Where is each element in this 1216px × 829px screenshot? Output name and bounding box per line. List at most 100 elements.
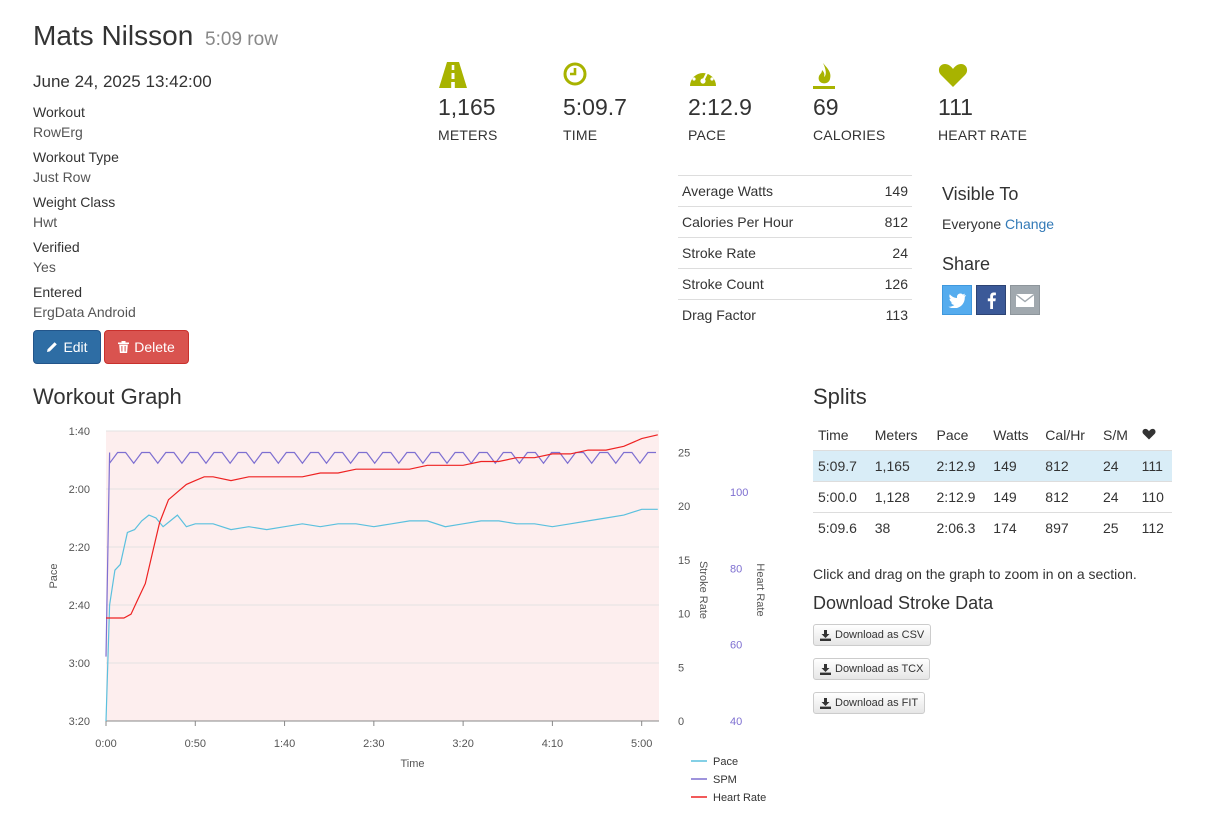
- facebook-share-button[interactable]: [976, 285, 1006, 315]
- stat-meters: 1,165 METERS: [438, 62, 558, 143]
- heart-rate-tick-label: 60: [730, 640, 742, 652]
- stroke-rate-tick-label: 5: [678, 662, 684, 674]
- download-tcx-label: Download as TCX: [835, 663, 924, 675]
- download-icon: [820, 629, 831, 641]
- split-cell: 812: [1045, 457, 1069, 474]
- split-cell: 112: [1141, 519, 1164, 536]
- visibility-label: Everyone: [942, 216, 1002, 232]
- workout-graph-heading: Workout Graph: [33, 384, 182, 409]
- share-heading: Share: [942, 254, 991, 274]
- workout-graph[interactable]: 1:40 2:00 2:20 2:40 3:00 3:20 0:00 0:50 1:40 2:30…: [30, 416, 790, 816]
- envelope-icon: [1016, 293, 1034, 307]
- pencil-icon: [47, 342, 58, 352]
- x-tick-label: 1:40: [274, 738, 295, 750]
- trash-icon: [118, 341, 130, 353]
- heart-rate-tick-label: 100: [730, 487, 748, 499]
- detail-entered: Entered ErgData Android: [33, 284, 333, 329]
- stat-value: 2:12.9: [688, 94, 752, 120]
- workout-subtitle: 5:09 row: [205, 29, 278, 50]
- stat-label: PACE: [688, 127, 726, 143]
- splits-heading: Splits: [813, 384, 867, 409]
- stat-value: 1,165: [438, 94, 496, 120]
- metric-value: 812: [884, 214, 908, 230]
- change-visibility-link[interactable]: Change: [1005, 216, 1055, 232]
- delete-label: Delete: [134, 339, 175, 355]
- metric-value: 149: [884, 183, 908, 199]
- fire-icon: [813, 62, 933, 90]
- email-share-button[interactable]: [1010, 285, 1040, 315]
- download-fit-label: Download as FIT: [835, 697, 919, 709]
- plot-background: [106, 431, 659, 721]
- metric-label: Calories Per Hour: [682, 214, 794, 230]
- stroke-rate-tick-label: 10: [678, 609, 690, 621]
- split-cell: 897: [1045, 519, 1069, 536]
- splits-header-row: Time Meters Pace Watts Cal/Hr S/M: [813, 420, 1172, 450]
- detail-value: RowErg: [33, 124, 83, 140]
- athlete-name: Mats Nilsson: [33, 20, 194, 51]
- edit-label: Edit: [63, 339, 88, 355]
- pace-tick-label: 3:20: [69, 716, 90, 728]
- split-cell: 111: [1141, 457, 1163, 474]
- stroke-rate-tick-label: 20: [678, 501, 690, 513]
- split-cell: 1,165: [874, 457, 910, 474]
- stroke-rate-axis-title: Stroke Rate: [697, 561, 709, 619]
- twitter-icon: [948, 292, 966, 308]
- stat-value: 5:09.7: [563, 94, 627, 120]
- x-axis-title: Time: [400, 758, 424, 770]
- visibility-value: Everyone Change: [942, 216, 1054, 232]
- heart-icon: [938, 62, 1058, 90]
- stat-heart-rate: 111 HEART RATE: [938, 62, 1058, 143]
- legend-label: SPM: [713, 774, 737, 786]
- metric-row: Average Watts 149: [678, 175, 912, 206]
- split-cell: 24: [1103, 488, 1119, 505]
- pace-tick-label: 2:20: [69, 542, 90, 554]
- stat-label: CALORIES: [813, 127, 886, 143]
- edit-button[interactable]: Edit: [33, 330, 101, 364]
- twitter-share-button[interactable]: [942, 285, 972, 315]
- download-heading: Download Stroke Data: [813, 593, 994, 613]
- split-cell: 2:12.9: [936, 488, 976, 505]
- x-tick-label: 0:00: [95, 738, 116, 750]
- series-line-heart-rate: [106, 434, 658, 619]
- download-csv-button[interactable]: Download as CSV: [813, 624, 932, 646]
- delete-button[interactable]: Delete: [104, 330, 189, 364]
- split-cell: 38: [874, 519, 891, 536]
- stroke-rate-tick-label: 25: [678, 447, 690, 459]
- detail-value: Yes: [33, 259, 56, 275]
- stat-time: 5:09.7 TIME: [563, 62, 683, 143]
- pace-tick-label: 1:40: [69, 426, 90, 438]
- series-line-spm: [105, 451, 656, 657]
- splits-row[interactable]: 5:00.0 1,128 2:12.9 149 812 24 110: [813, 481, 1172, 512]
- stroke-rate-tick-label: 15: [678, 555, 690, 567]
- detail-label: Workout: [33, 104, 85, 120]
- heart-rate-tick-label: 80: [730, 563, 742, 575]
- legend-label: Heart Rate: [713, 792, 766, 804]
- metric-label: Stroke Rate: [682, 245, 756, 261]
- download-tcx-button[interactable]: Download as TCX: [813, 658, 931, 680]
- legend-label: Pace: [713, 756, 738, 768]
- detail-value: Hwt: [33, 214, 58, 230]
- download-fit-button[interactable]: Download as FIT: [813, 692, 926, 714]
- splits-column-header: S/M: [1103, 426, 1128, 443]
- clock-icon: [563, 62, 683, 90]
- split-cell: 5:09.6: [818, 519, 857, 536]
- splits-row-total[interactable]: 5:09.7 1,165 2:12.9 149 812 24 111: [813, 450, 1172, 481]
- metric-value: 126: [884, 276, 908, 292]
- pace-axis-title: Pace: [48, 563, 60, 588]
- workout-details: Workout RowErg Workout Type Just Row Wei…: [33, 104, 333, 329]
- detail-label: Weight Class: [33, 194, 116, 210]
- download-icon: [820, 663, 831, 675]
- split-cell: 25: [1103, 519, 1119, 536]
- heart-rate-tick-label: 40: [730, 716, 742, 728]
- pace-tick-label: 3:00: [69, 658, 90, 670]
- detail-workout: Workout RowErg: [33, 104, 333, 149]
- heart-rate-axis-title: Heart Rate: [754, 563, 766, 616]
- detail-workout-type: Workout Type Just Row: [33, 149, 333, 194]
- splits-row[interactable]: 5:09.6 38 2:06.3 174 897 25 112: [813, 512, 1172, 543]
- pace-tick-label: 2:00: [69, 484, 90, 496]
- x-tick-label: 0:50: [185, 738, 206, 750]
- split-cell: 149: [993, 488, 1017, 505]
- split-cell: 2:06.3: [936, 519, 976, 536]
- splits-column-header: Meters: [874, 426, 918, 443]
- metric-row: Stroke Rate 24: [678, 237, 912, 268]
